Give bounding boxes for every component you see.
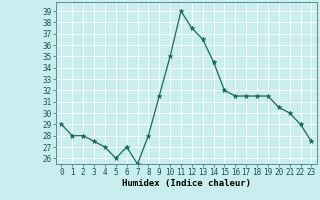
X-axis label: Humidex (Indice chaleur): Humidex (Indice chaleur) [122,179,251,188]
